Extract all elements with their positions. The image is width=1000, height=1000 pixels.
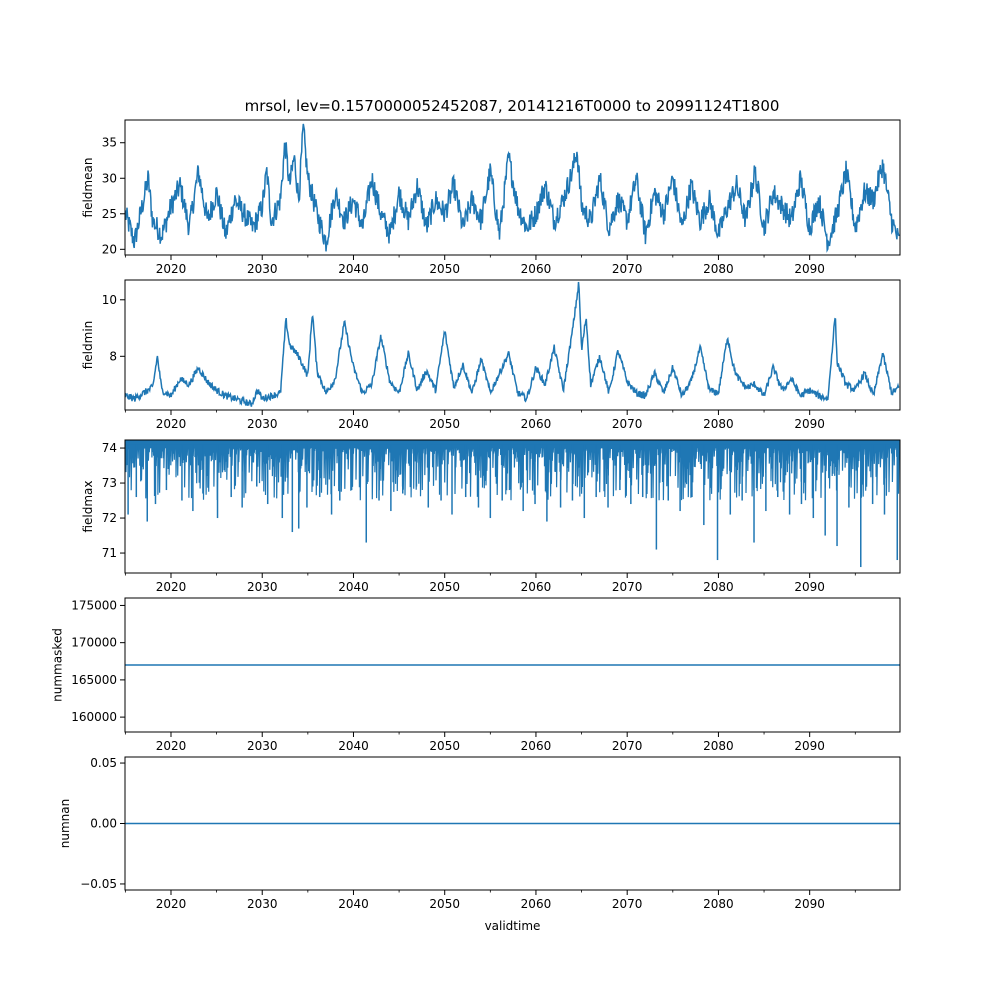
axes-frame <box>124 439 901 574</box>
x-tick-label: 2050 <box>429 417 460 431</box>
axes-frame <box>124 279 901 411</box>
y-tick-label: 8 <box>109 349 117 363</box>
y-tick-label: 160000 <box>71 710 117 724</box>
x-tick-label: 2040 <box>338 580 369 594</box>
x-tick-label: 2090 <box>794 897 825 911</box>
x-tick-label: 2020 <box>156 262 187 276</box>
x-tick-label: 2020 <box>156 739 187 753</box>
series-top-band <box>125 440 900 445</box>
x-tick-label: 2080 <box>703 417 734 431</box>
x-tick-label: 2060 <box>521 417 552 431</box>
x-tick-label: 2080 <box>703 580 734 594</box>
subplot-fieldmax: 2020 2030 2040 2050 2060 2070 2080 2090 71 72 73 74… <box>81 439 901 594</box>
figure-title: mrsol, lev=0.1570000052452087, 20141216T… <box>245 97 780 115</box>
x-tick-label: 2030 <box>247 580 278 594</box>
x-tick-label: 2050 <box>429 739 460 753</box>
y-tick-label: −0.05 <box>80 877 117 891</box>
axes-frame <box>124 119 901 256</box>
y-axis-label: fieldmin <box>81 321 95 370</box>
x-tick-label: 2080 <box>703 262 734 276</box>
y-tick-label: 35 <box>102 136 117 150</box>
x-tick-label: 2060 <box>521 262 552 276</box>
y-tick-label: 0.05 <box>90 756 117 770</box>
x-tick-label: 2020 <box>156 580 187 594</box>
x-tick-label: 2070 <box>612 417 643 431</box>
y-tick-label: 25 <box>102 207 117 221</box>
x-tick-label: 2040 <box>338 897 369 911</box>
x-tick-label: 2060 <box>521 739 552 753</box>
x-tick-label: 2030 <box>247 417 278 431</box>
x-tick-label: 2090 <box>794 739 825 753</box>
subplot-nummasked: 2020 2030 2040 2050 2060 2070 2080 2090 160000 16… <box>50 597 901 753</box>
x-tick-label: 2040 <box>338 262 369 276</box>
x-tick-label: 2060 <box>521 897 552 911</box>
y-tick-label: 170000 <box>71 636 117 650</box>
series-line-fieldmean <box>125 123 900 253</box>
x-tick-label: 2020 <box>156 897 187 911</box>
x-tick-label: 2030 <box>247 262 278 276</box>
x-tick-label: 2080 <box>703 897 734 911</box>
y-axis-label: fieldmax <box>81 480 95 532</box>
y-axis-label: numnan <box>58 799 72 848</box>
x-tick-label: 2050 <box>429 897 460 911</box>
y-tick-label: 0.00 <box>90 817 117 831</box>
y-tick-label: 73 <box>102 476 117 490</box>
y-tick-label: 20 <box>102 242 117 256</box>
x-tick-label: 2040 <box>338 417 369 431</box>
subplot-numnan: 2020 2030 2040 2050 2060 2070 2080 2090 −0.05 0.0… <box>58 756 901 933</box>
x-tick-label: 2090 <box>794 262 825 276</box>
subplot-stack: 2020 2030 2040 2050 2060 2070 2080 2090 20 25 30 35… <box>50 119 901 933</box>
x-tick-label: 2070 <box>612 739 643 753</box>
x-tick-label: 2060 <box>521 580 552 594</box>
x-tick-label: 2090 <box>794 417 825 431</box>
x-tick-label: 2070 <box>612 897 643 911</box>
subplot-fieldmin: 2020 2030 2040 2050 2060 2070 2080 2090 8 10 field… <box>81 279 901 431</box>
x-tick-label: 2050 <box>429 580 460 594</box>
x-tick-label: 2070 <box>612 580 643 594</box>
axes-frame <box>124 597 901 733</box>
y-tick-label: 175000 <box>71 598 117 612</box>
y-tick-label: 71 <box>102 546 117 560</box>
x-axis-label: validtime <box>485 919 541 933</box>
subplot-fieldmean: 2020 2030 2040 2050 2060 2070 2080 2090 20 25 30 35… <box>81 119 901 276</box>
x-tick-label: 2050 <box>429 262 460 276</box>
y-tick-label: 30 <box>102 171 117 185</box>
series-line-fieldmin <box>125 281 900 407</box>
y-axis-label: fieldmean <box>81 158 95 218</box>
x-tick-label: 2030 <box>247 897 278 911</box>
x-tick-label: 2020 <box>156 417 187 431</box>
x-tick-label: 2070 <box>612 262 643 276</box>
y-tick-label: 165000 <box>71 673 117 687</box>
y-tick-label: 74 <box>102 441 117 455</box>
y-axis-label: nummasked <box>50 628 64 702</box>
x-tick-label: 2030 <box>247 739 278 753</box>
x-tick-label: 2080 <box>703 739 734 753</box>
x-tick-label: 2040 <box>338 739 369 753</box>
x-tick-label: 2090 <box>794 580 825 594</box>
y-tick-label: 10 <box>102 293 117 307</box>
y-tick-label: 72 <box>102 511 117 525</box>
